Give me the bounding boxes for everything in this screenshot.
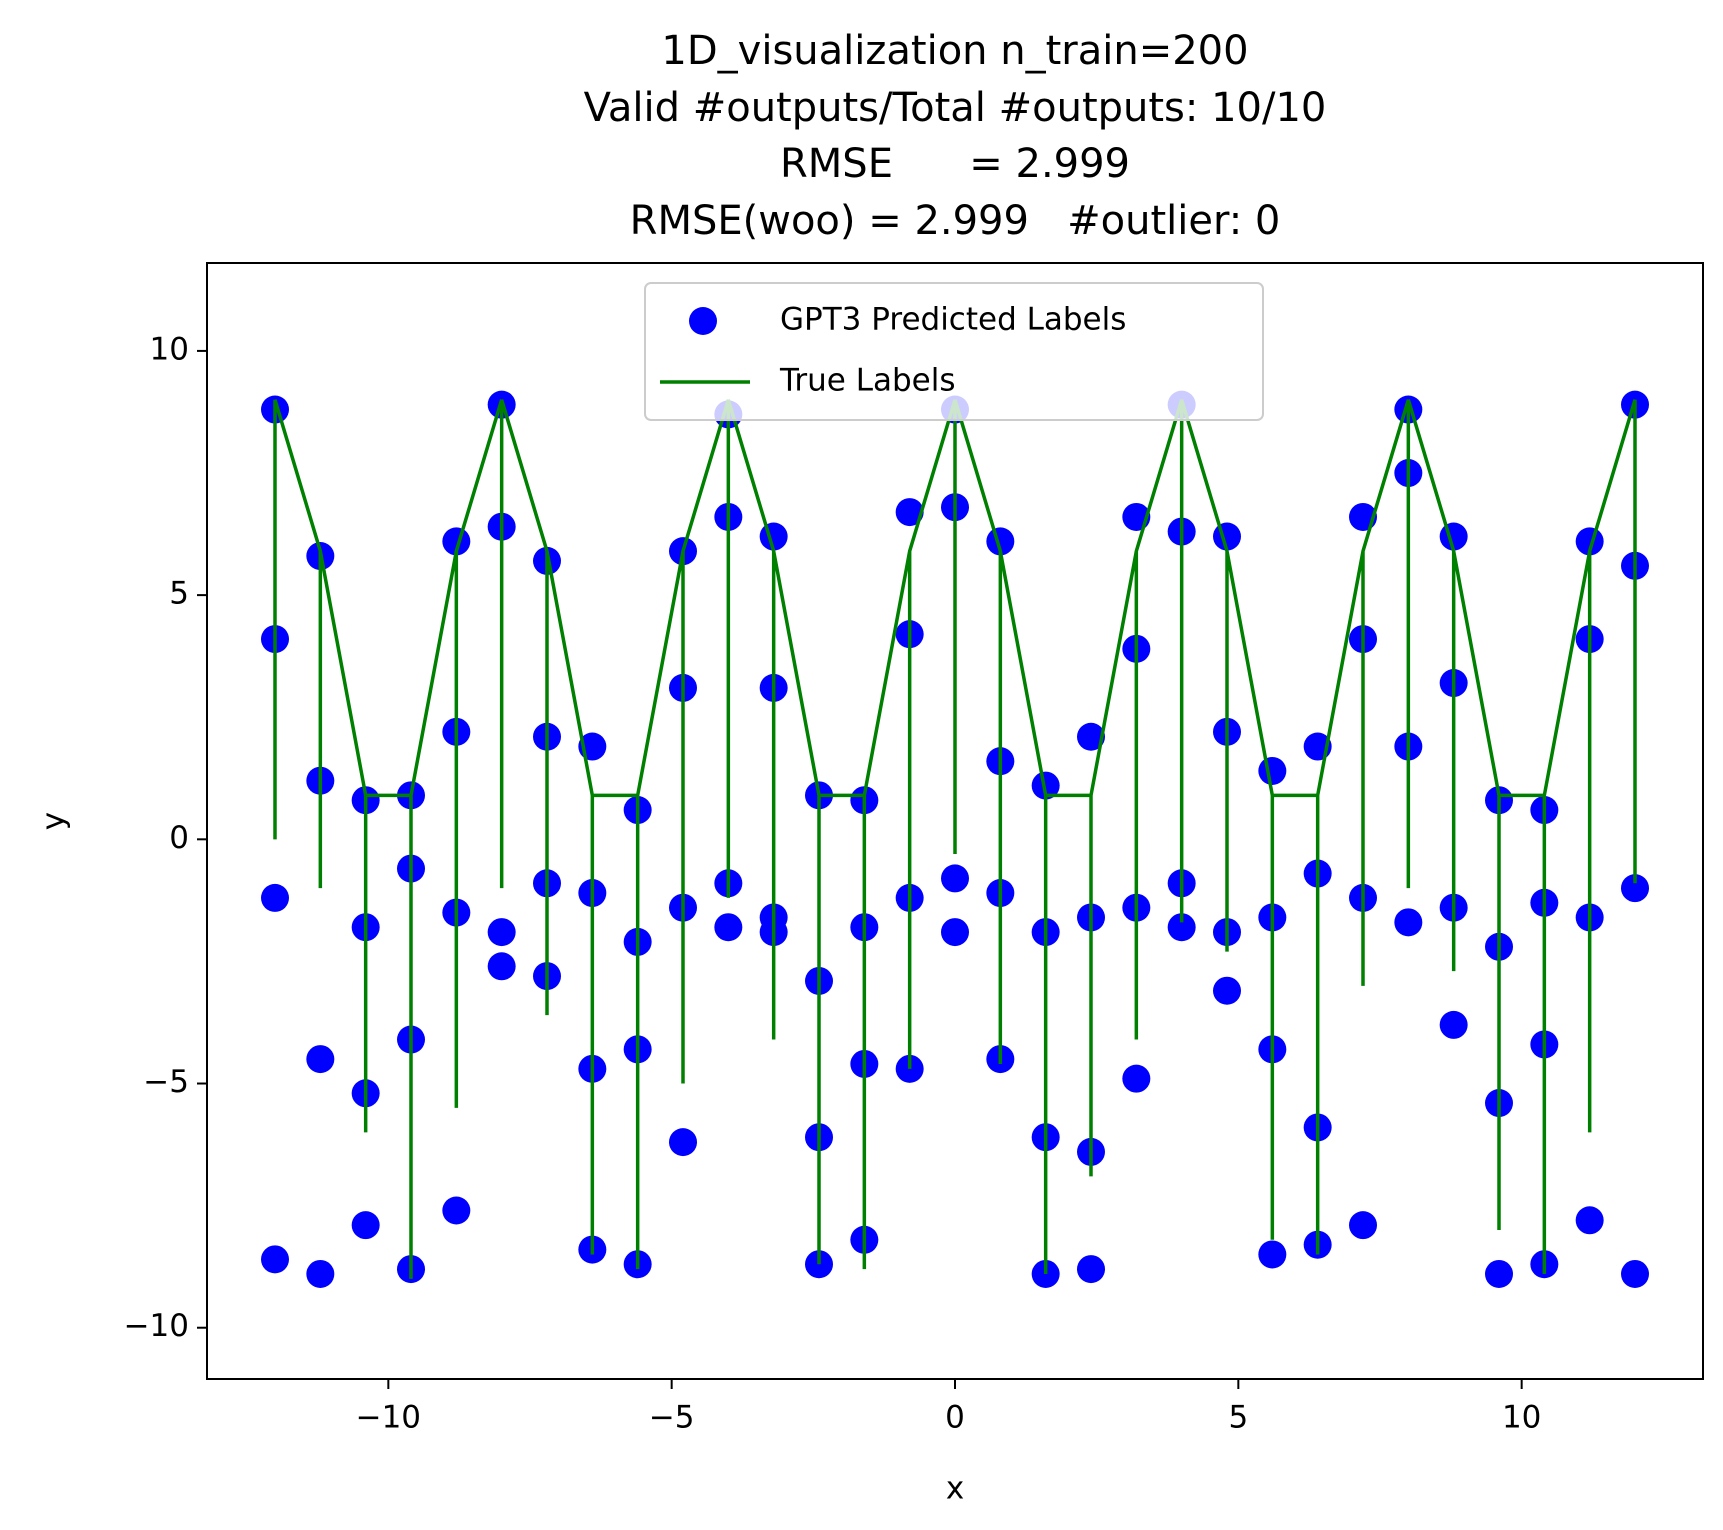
predicted-point xyxy=(1575,527,1604,556)
predicted-point xyxy=(1394,908,1423,937)
chart-title: 1D_visualization n_train=200 xyxy=(661,28,1248,74)
chart-title: RMSE = 2.999 xyxy=(780,141,1130,187)
predicted-point xyxy=(351,1211,380,1240)
legend-label: True Labels xyxy=(779,363,955,399)
predicted-point xyxy=(1621,1259,1649,1288)
y-tick-label: 0 xyxy=(169,820,189,856)
predicted-point xyxy=(1213,976,1241,1005)
predicted-point xyxy=(941,864,969,893)
predicted-point xyxy=(442,527,471,556)
x-tick-label: −5 xyxy=(649,1400,695,1436)
predicted-point xyxy=(669,1128,697,1157)
predicted-point xyxy=(1349,1211,1377,1240)
predicted-point xyxy=(1485,1259,1513,1288)
predicted-point xyxy=(1077,722,1105,751)
predicted-point xyxy=(487,952,516,981)
chart-title: RMSE(woo) = 2.999 #outlier: 0 xyxy=(630,198,1281,244)
predicted-point xyxy=(487,918,516,947)
y-tick-label: −5 xyxy=(143,1064,189,1100)
predicted-point xyxy=(261,883,289,912)
predicted-point xyxy=(986,527,1015,556)
x-tick-label: −10 xyxy=(356,1400,421,1436)
x-tick-label: 0 xyxy=(945,1400,965,1436)
x-axis-label: x xyxy=(946,1471,964,1507)
legend-box xyxy=(644,282,1264,421)
predicted-point xyxy=(941,918,969,947)
x-tick-label: 10 xyxy=(1502,1400,1541,1436)
predicted-point xyxy=(714,913,743,942)
chart-title: Valid #outputs/Total #outputs: 10/10 xyxy=(584,85,1327,131)
predicted-point xyxy=(1621,874,1649,903)
predicted-point xyxy=(306,1259,335,1288)
y-tick-label: −10 xyxy=(124,1308,189,1344)
legend-marker xyxy=(689,307,717,335)
y-tick-label: 10 xyxy=(150,331,189,367)
predicted-point xyxy=(1258,1240,1287,1269)
predicted-point xyxy=(895,498,924,527)
predicted-point xyxy=(1077,1255,1105,1284)
predicted-point xyxy=(1575,1206,1604,1235)
true-label-line xyxy=(273,399,1637,1279)
legend-label: GPT3 Predicted Labels xyxy=(780,302,1126,338)
predicted-point xyxy=(442,1196,471,1225)
predicted-point xyxy=(261,1245,289,1274)
plot-area xyxy=(261,390,1649,1288)
predicted-point xyxy=(1167,913,1196,942)
x-tick-label: 5 xyxy=(1228,1400,1248,1436)
predicted-point xyxy=(1258,756,1287,785)
predicted-point xyxy=(306,1045,335,1074)
predicted-point xyxy=(1439,1010,1468,1039)
y-axis-label: y xyxy=(36,812,72,830)
y-tick-label: 5 xyxy=(169,576,189,612)
predicted-point xyxy=(1122,1064,1151,1093)
predicted-point xyxy=(1031,771,1060,800)
